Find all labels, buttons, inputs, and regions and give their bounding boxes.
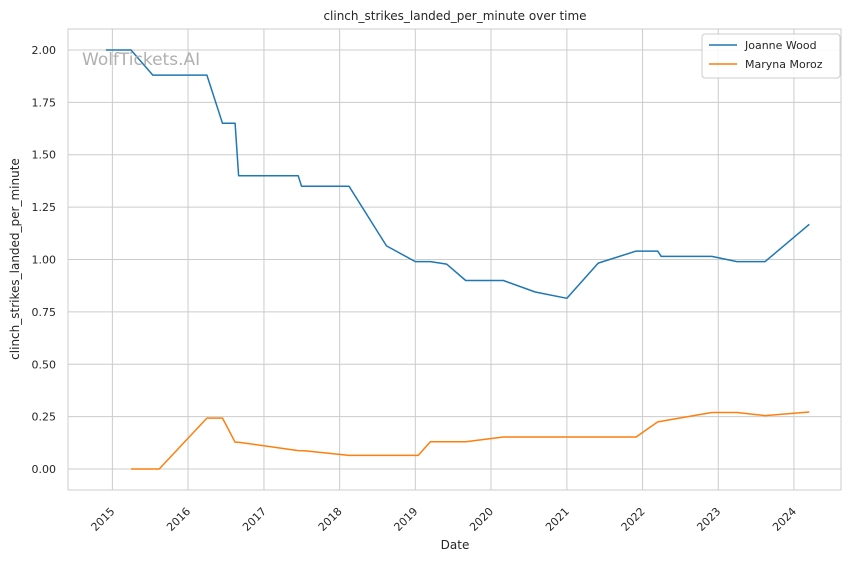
series-layer — [105, 49, 810, 470]
legend-label-maryna-moroz: Maryna Moroz — [745, 58, 823, 71]
series-line-joanne-wood — [105, 49, 810, 300]
legend-label-joanne-wood: Joanne Wood — [744, 39, 817, 52]
y-tick-label: 0.00 — [32, 463, 57, 476]
y-tick-label: 0.75 — [32, 306, 57, 319]
y-tick-label: 0.50 — [32, 358, 57, 371]
x-axis-title: Date — [441, 538, 470, 552]
y-tick-label: 1.25 — [32, 201, 57, 214]
x-ticks: 2015 2016 2017 2018 2019 2020 2021 2022 2023 2024 — [89, 505, 800, 534]
y-tick-label: 2.00 — [32, 44, 57, 57]
plot-border — [67, 28, 842, 491]
y-tick-label: 1.75 — [32, 96, 57, 109]
y-ticks: 0.00 0.25 0.50 0.75 1.00 1.25 1.50 1.75 2.00 — [32, 44, 57, 476]
plot-frame — [67, 28, 842, 491]
legend: Joanne Wood Maryna Moroz — [701, 33, 841, 79]
chart-title: clinch_strikes_landed_per_minute over ti… — [323, 9, 586, 23]
series-line-maryna-moroz — [131, 411, 810, 470]
y-axis-title: clinch_strikes_landed_per_minute — [8, 158, 22, 360]
grid — [68, 29, 841, 490]
y-tick-label: 1.50 — [32, 149, 57, 162]
watermark: WolfTickets.AI — [82, 50, 200, 70]
y-tick-label: 0.25 — [32, 411, 57, 424]
y-tick-label: 1.00 — [32, 254, 57, 267]
